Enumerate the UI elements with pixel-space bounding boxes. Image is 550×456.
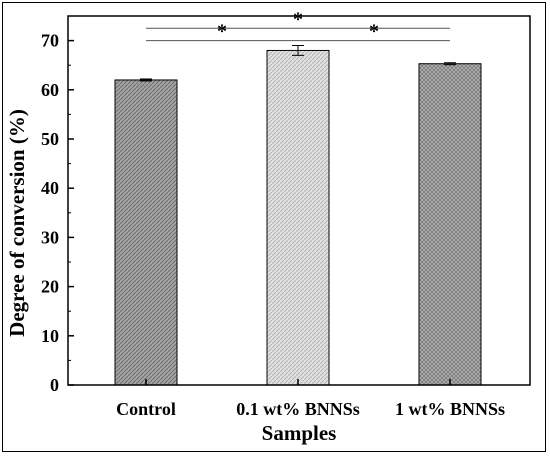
y-tick-label-0: 0 xyxy=(50,375,59,395)
y-tick-label-6: 60 xyxy=(41,80,59,100)
y-axis-title: Degree of conversion (%) xyxy=(5,109,29,337)
significance-label-2: * xyxy=(369,21,379,43)
x-tick-label-0: Control xyxy=(116,399,176,419)
significance-label-1: * xyxy=(217,21,227,43)
plot-area-border xyxy=(67,15,531,386)
bar-0 xyxy=(114,79,178,386)
significance-label-0: * xyxy=(293,8,303,30)
y-tick-label-1: 10 xyxy=(41,326,59,346)
y-tick-label-4: 40 xyxy=(41,178,59,198)
x-tick-label-1: 0.1 wt% BNNSs xyxy=(236,399,360,419)
bar-1 xyxy=(266,49,330,386)
y-tick-label-7: 70 xyxy=(41,31,59,51)
x-axis-title: Samples xyxy=(262,421,337,445)
bar-2 xyxy=(418,63,482,386)
x-tick-label-2: 1 wt% BNNSs xyxy=(395,399,505,419)
y-tick-label-2: 20 xyxy=(41,277,59,297)
y-tick-label-5: 50 xyxy=(41,129,59,149)
y-tick-label-3: 30 xyxy=(41,227,59,247)
